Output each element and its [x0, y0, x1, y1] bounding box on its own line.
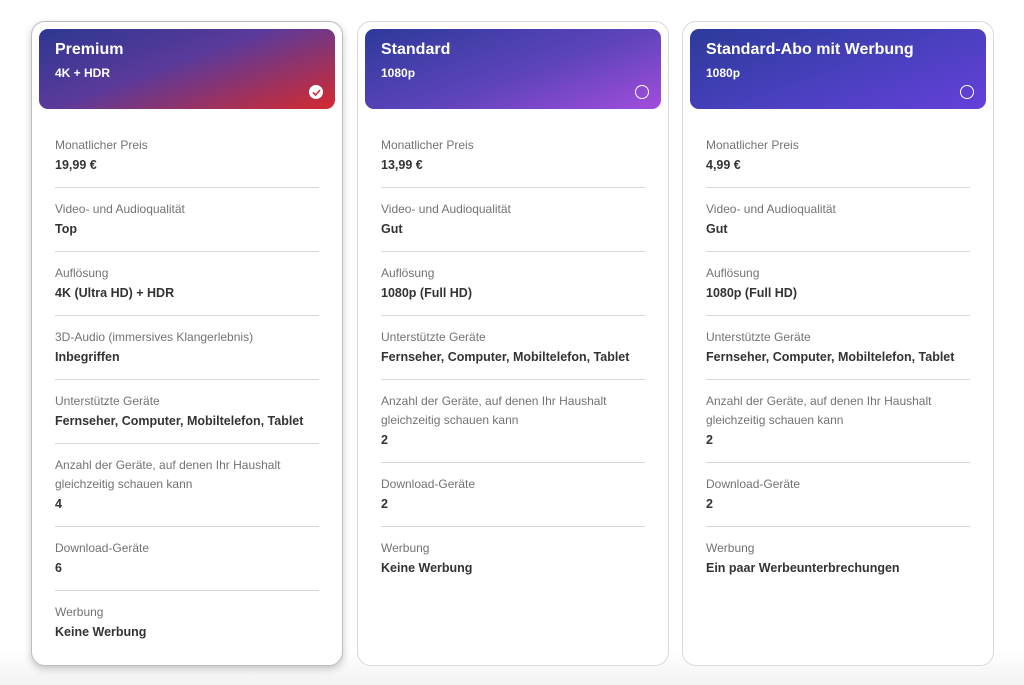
feature-value: Keine Werbung: [381, 561, 473, 575]
feature-value: 13,99 €: [381, 158, 423, 172]
feature-value: 1080p (Full HD): [381, 286, 472, 300]
feature-value: Fernseher, Computer, Mobiltelefon, Table…: [381, 350, 630, 364]
plan-header: Premium 4K + HDR: [39, 29, 335, 109]
feature-list: Monatlicher Preis 13,99 € Video- und Audio…: [381, 124, 645, 590]
feature-label: Monatlicher Preis: [381, 138, 474, 152]
plan-name: Standard: [381, 41, 451, 58]
feature-value: 4: [55, 497, 62, 511]
feature-label: Anzahl der Geräte, auf denen Ihr Haushal…: [381, 394, 607, 427]
feature-row: Auflösung 4K (Ultra HD) + HDR: [55, 252, 319, 316]
feature-label: Video- und Audioqualität: [55, 202, 185, 216]
feature-row: Werbung Keine Werbung: [381, 527, 645, 590]
feature-value: 2: [706, 497, 713, 511]
radio-button[interactable]: [635, 85, 649, 99]
feature-value: 2: [706, 433, 713, 447]
feature-label: Video- und Audioqualität: [706, 202, 836, 216]
feature-value: 2: [381, 497, 388, 511]
feature-value: 4K (Ultra HD) + HDR: [55, 286, 175, 300]
feature-value: Gut: [706, 222, 728, 236]
feature-row: 3D-Audio (immersives Klangerlebnis) Inbeg…: [55, 316, 319, 380]
feature-label: 3D-Audio (immersives Klangerlebnis): [55, 330, 254, 344]
feature-row: Monatlicher Preis 19,99 €: [55, 124, 319, 188]
plan-card[interactable]: Standard 1080p Monatlicher Preis 13,99 € Vid…: [357, 21, 669, 666]
plan-card[interactable]: Premium 4K + HDR Monatlicher Preis 19,99 € V…: [31, 21, 343, 666]
plan-card[interactable]: Standard-Abo mit Werbung 1080p Monatlicher…: [682, 21, 994, 666]
feature-row: Auflösung 1080p (Full HD): [381, 252, 645, 316]
feature-value: Fernseher, Computer, Mobiltelefon, Table…: [55, 414, 304, 428]
plan-subtitle: 1080p: [706, 66, 741, 80]
feature-row: Anzahl der Geräte, auf denen Ihr Haushal…: [381, 380, 645, 463]
feature-label: Werbung: [706, 541, 755, 555]
feature-label: Auflösung: [381, 266, 435, 280]
feature-label: Monatlicher Preis: [55, 138, 148, 152]
feature-value: Inbegriffen: [55, 350, 120, 364]
feature-row: Unterstützte Geräte Fernseher, Computer, …: [381, 316, 645, 380]
feature-row: Download-Geräte 2: [381, 463, 645, 527]
feature-value: Ein paar Werbeunterbrechungen: [706, 561, 900, 575]
feature-list: Monatlicher Preis 4,99 € Video- und Audioq…: [706, 124, 970, 590]
feature-label: Unterstützte Geräte: [706, 330, 811, 344]
plan-subtitle: 1080p: [381, 66, 416, 80]
feature-value: 6: [55, 561, 62, 575]
feature-label: Werbung: [381, 541, 430, 555]
feature-label: Werbung: [55, 605, 104, 619]
feature-label: Download-Geräte: [55, 541, 150, 555]
feature-label: Download-Geräte: [706, 477, 801, 491]
plan-name: Standard-Abo mit Werbung: [706, 41, 914, 58]
feature-label: Auflösung: [706, 266, 760, 280]
feature-row: Unterstützte Geräte Fernseher, Computer, …: [706, 316, 970, 380]
feature-row: Werbung Keine Werbung: [55, 591, 319, 654]
radio-button[interactable]: [960, 85, 974, 99]
feature-row: Video- und Audioqualität Gut: [381, 188, 645, 252]
feature-value: 1080p (Full HD): [706, 286, 797, 300]
feature-label: Auflösung: [55, 266, 109, 280]
feature-row: Werbung Ein paar Werbeunterbrechungen: [706, 527, 970, 590]
feature-value: Fernseher, Computer, Mobiltelefon, Table…: [706, 350, 955, 364]
plan-header: Standard-Abo mit Werbung 1080p: [690, 29, 986, 109]
radio-button[interactable]: [309, 85, 323, 99]
feature-row: Download-Geräte 6: [55, 527, 319, 591]
feature-label: Download-Geräte: [381, 477, 476, 491]
feature-value: 4,99 €: [706, 158, 741, 172]
feature-value: 19,99 €: [55, 158, 97, 172]
feature-row: Video- und Audioqualität Gut: [706, 188, 970, 252]
feature-label: Anzahl der Geräte, auf denen Ihr Haushal…: [55, 458, 281, 491]
feature-row: Download-Geräte 2: [706, 463, 970, 527]
feature-label: Unterstützte Geräte: [55, 394, 160, 408]
feature-row: Anzahl der Geräte, auf denen Ihr Haushal…: [706, 380, 970, 463]
plan-subtitle: 4K + HDR: [55, 66, 111, 80]
feature-label: Anzahl der Geräte, auf denen Ihr Haushal…: [706, 394, 932, 427]
feature-value: 2: [381, 433, 388, 447]
feature-label: Monatlicher Preis: [706, 138, 799, 152]
plan-header: Standard 1080p: [365, 29, 661, 109]
check-icon: [312, 89, 321, 96]
feature-row: Unterstützte Geräte Fernseher, Computer, …: [55, 380, 319, 444]
feature-row: Anzahl der Geräte, auf denen Ihr Haushal…: [55, 444, 319, 527]
feature-row: Monatlicher Preis 4,99 €: [706, 124, 970, 188]
feature-label: Video- und Audioqualität: [381, 202, 511, 216]
feature-value: Top: [55, 222, 77, 236]
feature-row: Monatlicher Preis 13,99 €: [381, 124, 645, 188]
feature-label: Unterstützte Geräte: [381, 330, 486, 344]
feature-row: Auflösung 1080p (Full HD): [706, 252, 970, 316]
feature-row: Video- und Audioqualität Top: [55, 188, 319, 252]
plan-name: Premium: [55, 41, 124, 58]
feature-value: Keine Werbung: [55, 625, 147, 639]
feature-list: Monatlicher Preis 19,99 € Video- und Audio…: [55, 124, 319, 654]
feature-value: Gut: [381, 222, 403, 236]
